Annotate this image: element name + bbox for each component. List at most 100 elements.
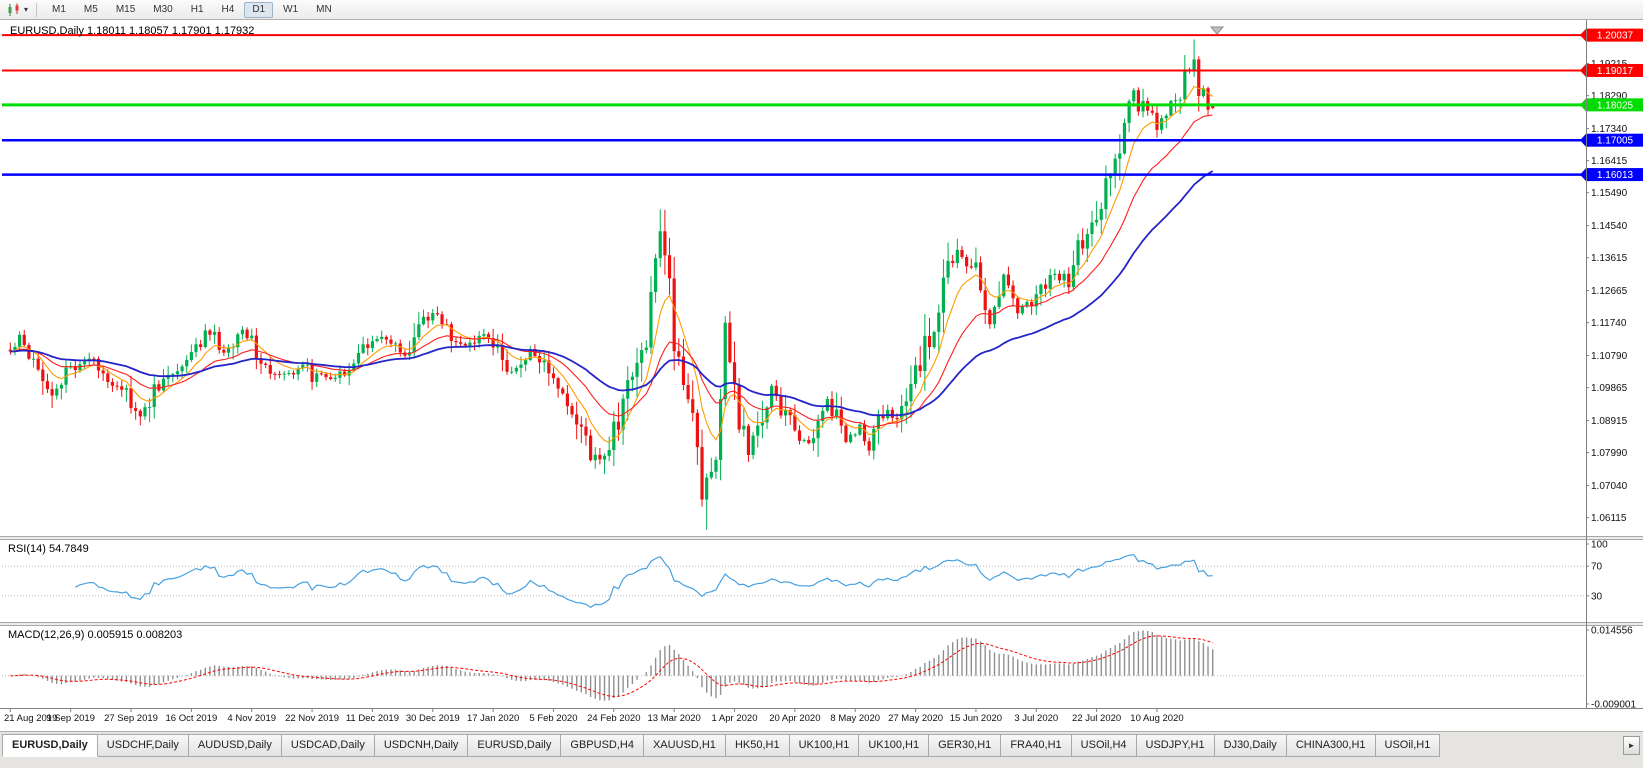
timeframe-button-m15[interactable]: M15 (115, 3, 136, 15)
date-axis-label: 24 Feb 2020 (587, 713, 640, 724)
chart-tab-dj30-daily[interactable]: DJ30,Daily (1214, 734, 1287, 757)
macd-histogram (14, 630, 1214, 701)
date-axis-label: 27 May 2020 (888, 713, 943, 724)
chart-tab-gbpusd-h4[interactable]: GBPUSD,H4 (561, 734, 644, 757)
date-axis-label: 8 May 2020 (830, 713, 880, 724)
chevron-down-icon[interactable]: ▾ (24, 5, 29, 14)
price-axis-label: 1.14540 (1591, 221, 1628, 232)
price-axis-label: 1.18290 (1591, 91, 1628, 102)
timeframe-buttons: M1 M5 M15 M30 H1 H4 D1 W1 MN (43, 1, 341, 18)
chart-tab-china300-h1[interactable]: CHINA300,H1 (1286, 734, 1376, 757)
date-axis-label: 13 Mar 2020 (647, 713, 700, 724)
date-axis-label: 3 Jul 2020 (1014, 713, 1058, 724)
tab-scroll-right-button[interactable]: ► (1623, 736, 1640, 755)
chart-tab-eurusd-daily[interactable]: EURUSD,Daily (2, 734, 98, 757)
chart-tab-usdjpy-h1[interactable]: USDJPY,H1 (1136, 734, 1215, 757)
candlestick-glyph (8, 3, 19, 16)
price-axis-label: 1.16415 (1591, 156, 1628, 167)
chart-tab-ger30-h1[interactable]: GER30,H1 (929, 734, 1002, 757)
timeframe-button-m5[interactable]: M5 (83, 3, 98, 15)
svg-text:1.18025: 1.18025 (1597, 100, 1634, 111)
timeframe-button-m1[interactable]: M1 (52, 3, 66, 15)
chart-tab-usdchf-daily[interactable]: USDCHF,Daily (97, 734, 189, 757)
date-axis-label: 1 Apr 2020 (712, 713, 758, 724)
chart-shift-marker-icon[interactable] (1209, 26, 1225, 35)
macd-axis-label: 0.014556 (1591, 626, 1633, 637)
price-level-tag: 1.20037 (1580, 28, 1643, 42)
timeframe-button-mn[interactable]: MN (316, 3, 332, 15)
chart-tab-hk50-h1[interactable]: HK50,H1 (725, 734, 790, 757)
price-level-tag: 1.19017 (1580, 63, 1643, 77)
rsi-line (75, 554, 1213, 609)
moving-average-line-20 (10, 114, 1213, 428)
timeframe-button-h1[interactable]: H1 (190, 3, 204, 15)
date-axis-label: 10 Aug 2020 (1130, 713, 1183, 724)
date-axis-label: 17 Jan 2020 (467, 713, 519, 724)
candlesticks (8, 39, 1215, 530)
svg-text:1.16013: 1.16013 (1597, 170, 1634, 181)
price-axis-label: 1.13615 (1591, 253, 1628, 264)
moving-average-line-45 (10, 170, 1214, 417)
chart-tabs: EURUSD,Daily USDCHF,Daily AUDUSD,Daily USDC… (2, 734, 1441, 757)
price-axis-label: 1.07040 (1591, 481, 1628, 492)
panel-splitter[interactable] (0, 622, 1643, 626)
timeframe-button-h4[interactable]: H4 (221, 3, 235, 15)
price-axis-label: 1.10790 (1591, 351, 1628, 362)
date-axis-label: 16 Oct 2019 (165, 713, 217, 724)
timeframe-button-w1[interactable]: W1 (283, 3, 299, 15)
chart-ohlc-header: EURUSD,Daily 1.18011 1.18057 1.17901 1.1… (10, 25, 254, 37)
date-axis-label: 4 Nov 2019 (227, 713, 276, 724)
price-axis-label: 1.09865 (1591, 383, 1628, 394)
chart-tab-usdcnh-daily[interactable]: USDCNH,Daily (374, 734, 469, 757)
date-axis-label: 30 Dec 2019 (406, 713, 460, 724)
price-level-tag: 1.17005 (1580, 133, 1643, 147)
date-axis-label: 22 Nov 2019 (285, 713, 339, 724)
svg-text:1.17005: 1.17005 (1597, 136, 1634, 147)
timeframe-button-m30[interactable]: M30 (153, 3, 173, 15)
chart-tab-usoil-h1[interactable]: USOil,H1 (1375, 734, 1441, 757)
date-axis-label: 27 Sep 2019 (104, 713, 158, 724)
svg-text:1.19017: 1.19017 (1597, 66, 1634, 77)
toolbar-separator (36, 2, 38, 17)
chart-tab-eurusd-daily[interactable]: EURUSD,Daily (468, 734, 562, 757)
price-axis-label: 1.06115 (1591, 513, 1627, 524)
date-axis-label: 22 Jul 2020 (1072, 713, 1121, 724)
rsi-axis-label: 70 (1591, 562, 1603, 573)
panel-splitter[interactable] (0, 536, 1643, 540)
chart-tab-xauusd-h1[interactable]: XAUUSD,H1 (643, 734, 726, 757)
chart-tab-usoil-h4[interactable]: USOil,H4 (1071, 734, 1137, 757)
date-axis-label: 21 Aug 2019 (4, 713, 57, 724)
date-axis-label: 11 Dec 2019 (346, 713, 399, 724)
rsi-axis-label: 30 (1591, 591, 1603, 602)
chart-toolbar: ▾ M1 M5 M15 M30 H1 H4 D1 W1 MN (0, 0, 1643, 20)
chart-area[interactable]: 1.192151.182901.173401.164151.154901.145… (0, 20, 1643, 731)
price-axis-label: 1.11740 (1591, 318, 1627, 329)
arrow-right-icon: ► (1627, 741, 1636, 750)
chart-tab-fra40-h1[interactable]: FRA40,H1 (1001, 734, 1072, 757)
chart-dynamic-layer: 1.192151.182901.173401.164151.154901.145… (0, 20, 1643, 724)
date-axis-label: 20 Apr 2020 (769, 713, 820, 724)
chart-tab-uk100-h1[interactable]: UK100,H1 (859, 734, 930, 757)
rsi-axis-label: 100 (1591, 540, 1608, 551)
macd-signal-line (10, 635, 1213, 697)
timeframe-button-d1[interactable]: D1 (244, 1, 274, 18)
chart-tab-uk100-h1[interactable]: UK100,H1 (789, 734, 860, 757)
price-axis-label: 1.12665 (1591, 286, 1628, 297)
price-axis-label: 1.15490 (1591, 188, 1628, 199)
macd-indicator-label: MACD(12,26,9) 0.005915 0.008203 (8, 629, 182, 641)
price-level-tag: 1.18025 (1580, 98, 1643, 112)
chart-tab-audusd-daily[interactable]: AUDUSD,Daily (188, 734, 282, 757)
date-axis-label: 9 Sep 2019 (46, 713, 95, 724)
svg-text:1.20037: 1.20037 (1597, 31, 1634, 42)
price-axis-label: 1.08915 (1591, 416, 1628, 427)
price-axis-label: 1.17340 (1591, 124, 1628, 135)
date-axis-label: 15 Jun 2020 (950, 713, 1002, 724)
candlestick-chart-icon[interactable] (4, 2, 24, 18)
moving-average-line-8 (10, 85, 1214, 444)
rsi-indicator-label: RSI(14) 54.7849 (8, 543, 89, 555)
macd-axis-label: -0.009001 (1591, 700, 1636, 711)
price-axis-label: 1.07990 (1591, 448, 1628, 459)
date-axis-label: 5 Feb 2020 (529, 713, 577, 724)
chart-tab-usdcad-daily[interactable]: USDCAD,Daily (281, 734, 375, 757)
